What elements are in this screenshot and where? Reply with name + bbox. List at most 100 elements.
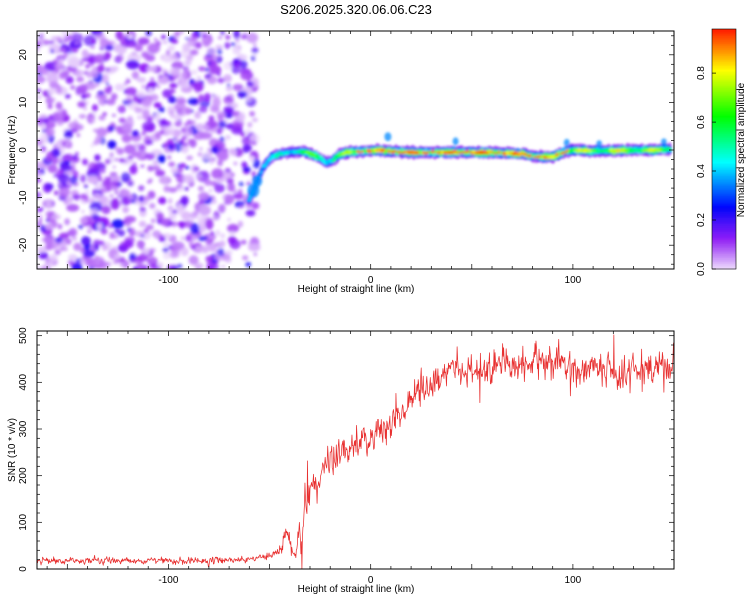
noise-blob: [100, 62, 104, 66]
colorbar-step: [712, 87, 736, 90]
noise-blob: [139, 203, 143, 207]
noise-blob: [168, 161, 176, 167]
noise-blob: [147, 256, 158, 267]
noise-blob: [191, 246, 196, 250]
noise-blob: [117, 229, 126, 237]
colorbar-step: [712, 33, 736, 36]
noise-blob: [209, 65, 222, 75]
colorbar-step: [712, 229, 736, 232]
noise-blob: [134, 43, 143, 52]
colorbar-step: [712, 143, 736, 146]
noise-blob: [73, 69, 85, 77]
colorbar-step: [712, 233, 736, 236]
noise-blob: [188, 255, 199, 265]
noise-blob: [114, 158, 119, 162]
noise-blob: [46, 151, 54, 161]
noise-blob: [39, 32, 45, 37]
x-tick-label: -100: [158, 575, 178, 586]
noise-blob: [145, 116, 154, 123]
noise-blob: [224, 250, 233, 256]
noise-blob: [186, 119, 193, 126]
noise-blob: [240, 239, 247, 245]
colorbar-step: [712, 249, 736, 252]
ridge-core: [259, 170, 264, 173]
noise-blob: [91, 104, 99, 112]
noise-blob: [102, 53, 111, 61]
ridge-core: [610, 150, 616, 154]
noise-blob: [247, 243, 261, 252]
noise-blob: [51, 213, 61, 220]
x-tick-label: 100: [565, 575, 582, 586]
noise-blob: [125, 87, 138, 96]
noise-blob: [189, 49, 199, 56]
noise-blob: [156, 212, 164, 220]
colorbar-step: [712, 149, 736, 152]
noise-blob: [48, 42, 61, 53]
noise-blob: [140, 164, 145, 168]
noise-blob: [51, 156, 59, 165]
snr-y-label: SNR (10 * v/v): [7, 418, 18, 482]
noise-blob: [60, 31, 69, 35]
noise-blob: [94, 136, 102, 144]
noise-blob: [141, 84, 146, 89]
noise-blob: [59, 58, 64, 62]
colorbar-step: [712, 137, 736, 140]
noise-blob: [110, 198, 120, 210]
noise-blob: [167, 265, 173, 269]
noise-blob: [114, 83, 125, 92]
noise-blob: [113, 246, 117, 250]
colorbar-step: [712, 89, 736, 92]
noise-blob: [123, 81, 128, 86]
noise-blob: [75, 152, 79, 156]
noise-blob: [137, 143, 146, 152]
noise-blob: [123, 239, 134, 249]
noise-blob: [249, 133, 260, 144]
noise-blob: [217, 72, 221, 77]
noise-blob: [89, 208, 99, 216]
noise-blob: [76, 133, 81, 138]
noise-blob: [240, 70, 254, 81]
noise-blob: [37, 72, 42, 77]
noise-blob: [50, 35, 60, 41]
noise-blob: [117, 105, 127, 114]
colorbar-step: [712, 115, 736, 118]
noise-blob: [81, 193, 87, 198]
noise-blob: [38, 251, 49, 260]
noise-blob: [158, 106, 166, 113]
noise-blob: [167, 138, 174, 144]
colorbar-step: [712, 65, 736, 68]
noise-blob: [85, 189, 90, 196]
noise-blob: [105, 44, 114, 51]
noise-blob: [243, 34, 247, 37]
noise-blob: [45, 198, 53, 209]
noise-blob: [85, 92, 91, 98]
noise-blob: [128, 227, 136, 237]
colorbar-step: [712, 243, 736, 246]
noise-blob: [238, 204, 244, 209]
noise-blob: [142, 114, 148, 121]
noise-blob: [44, 61, 57, 72]
noise-blob: [146, 180, 152, 184]
noise-blob: [181, 142, 189, 147]
noise-blob: [198, 66, 206, 72]
snr-marks: [37, 334, 674, 569]
y-tick-label: 200: [18, 467, 29, 484]
noise-blob: [252, 117, 258, 122]
noise-blob: [80, 198, 88, 204]
noise-blob: [78, 224, 84, 229]
colorbar-step: [712, 199, 736, 202]
noise-blob: [170, 221, 178, 227]
noise-blob: [232, 192, 245, 200]
noise-blob: [99, 169, 106, 174]
noise-blob: [233, 161, 238, 166]
noise-blob: [229, 239, 241, 250]
colorbar-step: [712, 201, 736, 204]
ridge-core: [247, 198, 252, 202]
noise-blob: [63, 52, 68, 59]
noise-blob: [37, 191, 42, 199]
noise-blobs: [37, 31, 261, 269]
noise-blob: [37, 40, 42, 48]
noise-blob: [246, 32, 259, 44]
